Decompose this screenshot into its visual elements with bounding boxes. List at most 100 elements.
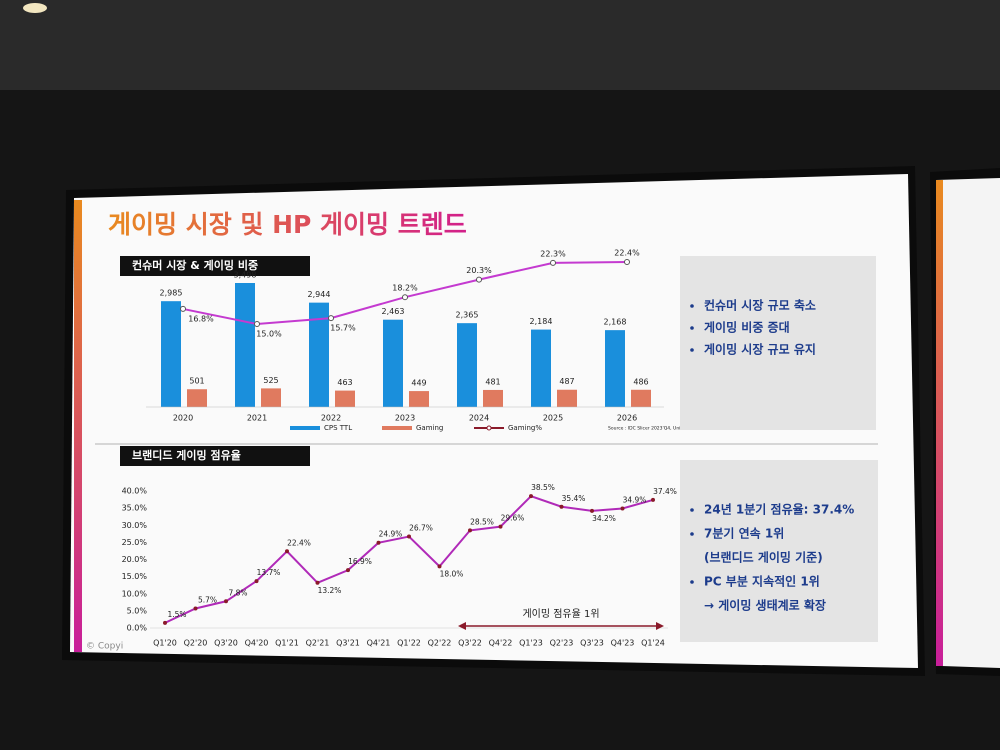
x-tick-label: Q2'22: [428, 639, 452, 648]
annotation: 게이밍 점유율 1위: [522, 607, 599, 620]
data-label: 7.8%: [228, 588, 247, 597]
x-tick-label: 2020: [173, 414, 193, 423]
data-label: 463: [337, 378, 352, 387]
y-tick-label: 10.0%: [122, 589, 148, 598]
legend-marker: [486, 425, 492, 431]
data-label: 16.8%: [188, 314, 214, 323]
line-marker: [559, 504, 564, 509]
x-tick-label: Q3'22: [458, 639, 482, 648]
data-label: 2,168: [604, 318, 627, 327]
note-panel: [680, 256, 876, 430]
y-tick-label: 20.0%: [122, 555, 148, 564]
bar: [309, 302, 329, 407]
y-tick-label: 30.0%: [122, 521, 148, 530]
bar: [483, 389, 503, 407]
share-chart: 브랜디드 게이밍 점유율 0.0% 5.0% 10.0% 15.0% 20.0% 25.0%…: [120, 446, 878, 648]
market-chart: 컨슈머 시장 & 게이밍 비중 2020 2021 2022 2023 2024 2025 2…: [120, 249, 876, 432]
x-tick-label: 2022: [321, 414, 341, 423]
line-marker: [620, 506, 625, 511]
line-marker: [328, 315, 334, 322]
x-tick-label: Q3'20: [214, 639, 238, 648]
line-marker: [529, 494, 533, 499]
x-tick-label: Q1'21: [275, 639, 299, 648]
bar: [605, 330, 625, 407]
note-text: 컨슈머 시장 규모 축소: [704, 298, 816, 313]
legend-label: CPS TTL: [324, 424, 352, 432]
legend-label: Gaming: [416, 424, 443, 432]
section-badge: [120, 256, 310, 276]
line-marker: [163, 620, 167, 625]
data-label: 525: [263, 376, 278, 385]
line-marker: [376, 540, 381, 545]
data-label: 2,463: [382, 307, 405, 316]
data-label: 1.5%: [167, 610, 186, 619]
x-tick-label: Q3'23: [580, 639, 604, 648]
note-text: (브랜디드 게이밍 기준): [704, 550, 823, 565]
next-slide: [936, 178, 1000, 668]
data-label: 3,498: [234, 271, 257, 280]
line-marker: [180, 305, 186, 312]
data-label: 24.9%: [379, 530, 403, 539]
bar: [409, 391, 429, 407]
x-tick-label: 2026: [617, 414, 637, 423]
bar: [161, 301, 181, 407]
x-tick-label: 2025: [543, 414, 563, 423]
ceiling: [0, 0, 1000, 90]
data-label: 2,184: [530, 317, 553, 326]
bullet-dot: [690, 304, 694, 308]
section-title: 컨슈머 시장 & 게이밍 비중: [132, 258, 258, 272]
bar: [335, 390, 355, 407]
next-slide-bar: [936, 180, 943, 666]
data-label: 18.0%: [440, 569, 464, 578]
x-tick-label: Q1'20: [153, 639, 177, 648]
line-marker: [254, 321, 260, 327]
x-tick-label: Q4'22: [489, 639, 513, 648]
ceiling-light: [23, 3, 47, 13]
y-tick-label: 5.0%: [127, 606, 148, 615]
legend-label: Gaming%: [508, 424, 542, 432]
y-tick-label: 15.0%: [122, 572, 148, 581]
y-tick-label: 40.0%: [122, 487, 148, 496]
note-text: PC 부분 지속적인 1위: [704, 574, 820, 589]
data-label: 486: [633, 377, 648, 386]
line-marker: [550, 259, 556, 266]
bar: [631, 389, 651, 407]
note-text: → 게이밍 생태계로 확장: [704, 598, 826, 613]
x-tick-label: 2021: [247, 414, 267, 423]
line-marker: [498, 524, 503, 529]
data-label: 2,985: [160, 289, 183, 298]
line-marker: [624, 259, 630, 265]
bar: [557, 389, 577, 407]
section-title: 브랜디드 게이밍 점유율: [132, 448, 241, 462]
bullet-dot: [690, 508, 694, 512]
x-tick-label: Q3'21: [336, 639, 360, 648]
data-label: 487: [559, 377, 574, 386]
slide-side-bar: [74, 200, 82, 652]
data-label: 38.5%: [531, 483, 555, 492]
data-label: 34.9%: [623, 495, 647, 504]
data-label: 16.9%: [348, 557, 372, 566]
data-label: 35.4%: [562, 494, 586, 503]
line-marker: [193, 606, 198, 611]
legend-swatch: [382, 426, 412, 430]
data-label: 37.4%: [653, 487, 677, 496]
data-label: 15.0%: [256, 330, 282, 339]
arrow-head: [656, 622, 664, 630]
data-label: 28.5%: [470, 517, 494, 526]
data-label: 18.2%: [392, 284, 418, 293]
copyright: © Copyi: [86, 642, 123, 652]
arrow-head: [458, 622, 466, 630]
x-tick-label: 2023: [395, 414, 415, 423]
data-label: 2,944: [308, 290, 331, 299]
line-marker: [254, 579, 259, 584]
data-label: 5.7%: [198, 595, 217, 604]
bar: [383, 319, 403, 407]
line-marker: [285, 549, 289, 554]
x-tick-label: 2024: [469, 414, 489, 423]
note-text: 24년 1분기 점유율: 37.4%: [704, 502, 854, 517]
note-text: 7분기 연속 1위: [704, 526, 784, 541]
data-label: 22.4%: [287, 538, 311, 547]
data-label: 29.6%: [501, 514, 525, 523]
data-label: 15.7%: [330, 324, 356, 333]
